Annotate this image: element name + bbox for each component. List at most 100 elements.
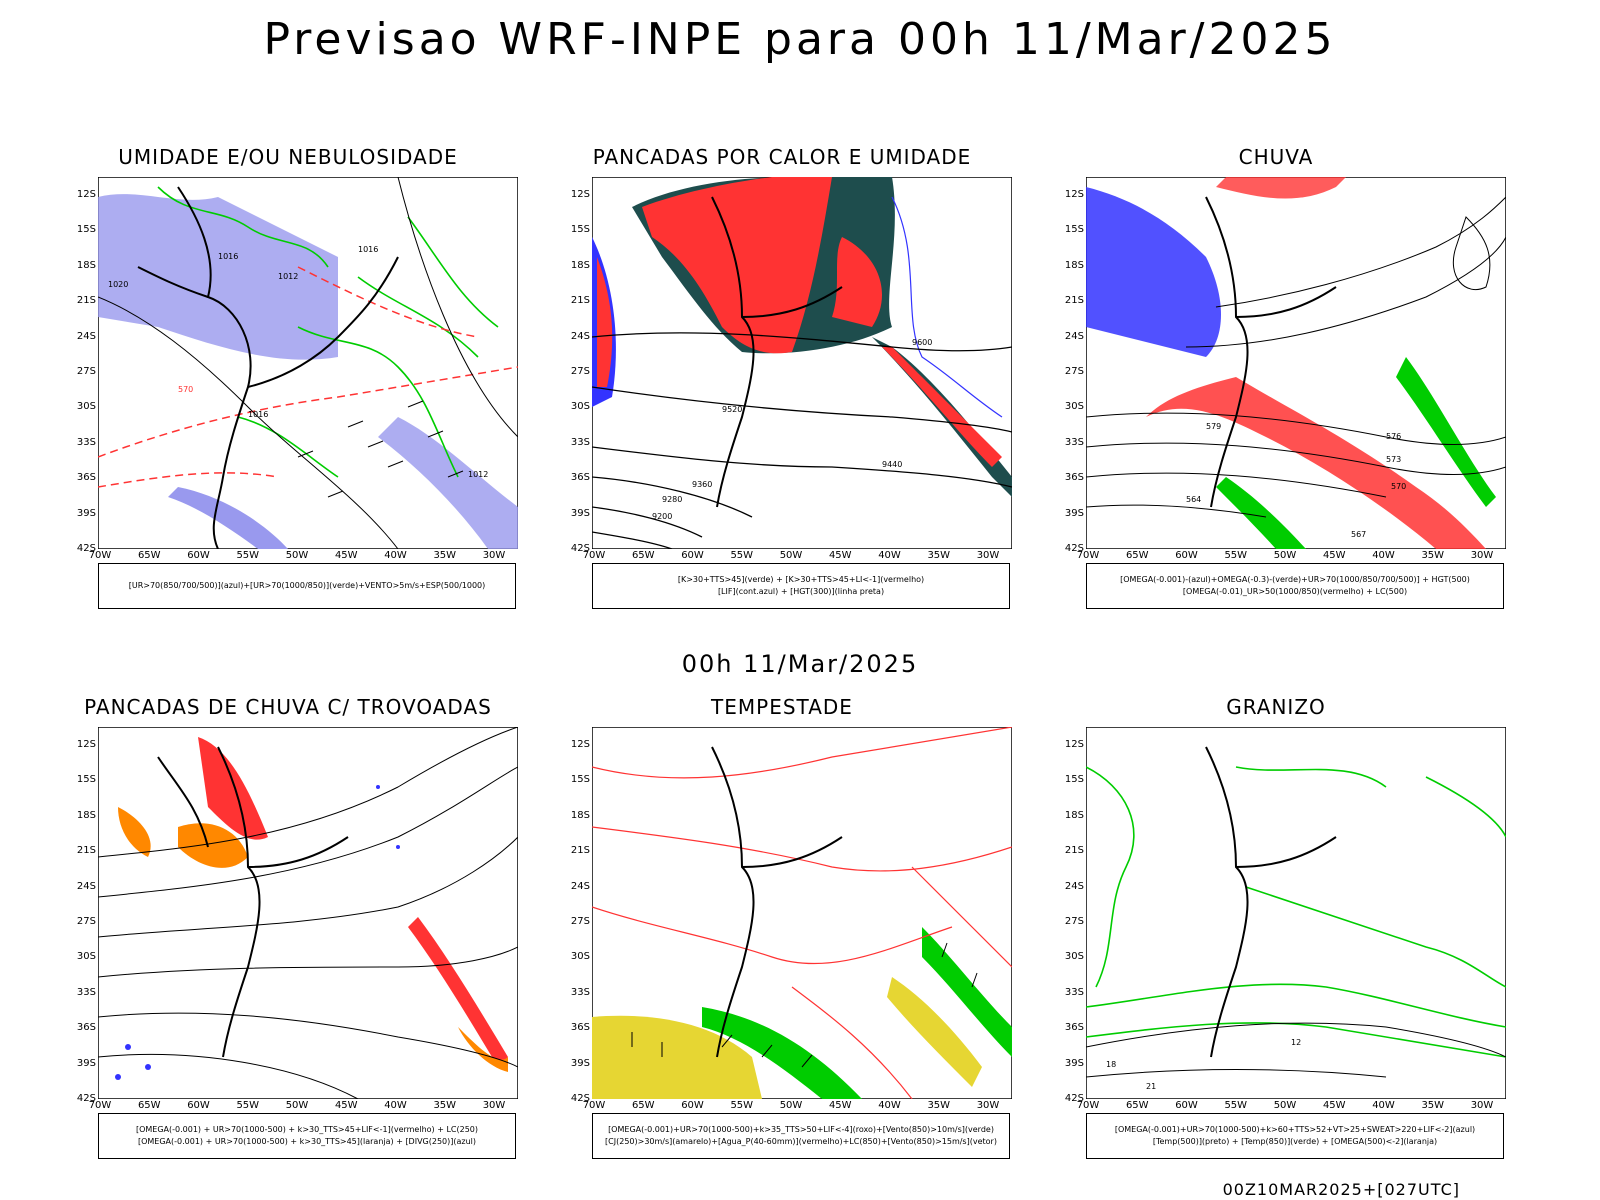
contour-label: 1020 [108,280,128,289]
latitude-label: 24S [76,330,96,342]
panel-title: PANCADAS DE CHUVA C/ TROVOADAS [84,695,492,719]
panel-title: UMIDADE E/OU NEBULOSIDADE [118,145,458,169]
legend-line-1: [OMEGA(-0.001)-(azul)+OMEGA(-0.3)-(verde… [1120,575,1470,584]
panel-storm: TEMPESTADE [OMEGA(-0.001)+UR [562,695,1012,1175]
legend-line-1: [OMEGA(-0.001)+UR>70(1000-500)+k>35_TTS>… [608,1125,994,1134]
panel-legend: [OMEGA(-0.001)-(azul)+OMEGA(-0.3)-(verde… [1086,563,1504,609]
latitude-label: 33S [1064,986,1084,998]
latitude-label: 12S [76,739,96,750]
latitude-label: 15S [76,774,96,786]
rain-map-icon: 579 576 573 570 567 564 [1086,177,1506,549]
longitude-label: 70W [88,550,112,561]
thunderstorm-map-icon [98,727,518,1099]
latitude-label: 21S [76,295,96,307]
contour-label: 9600 [912,338,932,347]
latitude-label: 12S [570,189,590,200]
page-title: Previsao WRF-INPE para 00h 11/Mar/2025 [263,14,1337,65]
longitude-label: 65W [631,1100,655,1111]
longitude-label: 30W [1470,1100,1494,1111]
longitude-label: 45W [334,550,358,561]
legend-line-2: [CJ(250)>30m/s](amarelo)+[Agua_P(40-60mm… [605,1137,997,1146]
latitude-label: 18S [76,809,96,821]
legend-line-2: [OMEGA(-0.01)_UR>50(1000/850)(vermelho) … [1182,587,1408,596]
longitude-label: 45W [828,550,852,561]
longitude-label: 30W [482,550,506,561]
longitude-label: 60W [1175,1100,1198,1111]
latitude-label: 39S [570,1057,590,1069]
longitude-label: 65W [137,1100,161,1111]
latitude-label: 12S [76,189,96,200]
latitude-label: 27S [570,916,590,927]
latitude-label: 33S [570,986,590,998]
latitude-label: 27S [1064,366,1084,377]
latitude-label: 33S [570,436,590,448]
contour-label: 1016 [358,245,378,254]
longitude-label: 40W [878,1100,901,1111]
longitude-label: 50W [779,550,803,561]
longitude-label: 40W [878,550,901,561]
contour-label: 576 [1386,432,1401,441]
panel-legend: [OMEGA(-0.001) + UR>70(1000-500) + k>30_… [98,1113,516,1159]
latitude-label: 42S [1064,543,1084,554]
longitude-label: 50W [285,550,309,561]
latitude-label: 39S [76,507,96,519]
longitude-label: 35W [1421,1100,1445,1111]
panel-title: TEMPESTADE [711,695,853,719]
latitude-label: 15S [570,774,590,786]
latitude-label: 42S [76,1093,96,1104]
latitude-label: 15S [76,224,96,236]
contour-label: 573 [1386,455,1401,464]
latitude-label: 36S [570,1022,590,1034]
hail-map-icon: 12 18 21 [1086,727,1506,1099]
longitude-label: 55W [730,550,754,561]
heat-showers-map-icon: 9600 9520 9440 9360 9280 9200 [592,177,1012,549]
panel-rain: CHUVA 579 576 [1056,145,1506,625]
contour-label: 579 [1206,422,1221,431]
longitude-label: 70W [1076,550,1100,561]
longitude-label: 40W [1372,550,1395,561]
latitude-label: 27S [76,366,96,377]
latitude-label: 12S [1064,189,1084,200]
latitude-label: 24S [1064,330,1084,342]
contour-label: 9520 [722,405,742,414]
contour-label: 9280 [662,495,682,504]
latitude-label: 12S [1064,739,1084,750]
panel-legend: [OMEGA(-0.001)+UR>70(1000-500)+k>60+TTS>… [1086,1113,1504,1159]
contour-label: 1016 [248,410,268,419]
latitude-label: 30S [1064,401,1084,413]
latitude-label: 24S [76,880,96,892]
latitude-label: 18S [570,259,590,271]
latitude-label: 39S [570,507,590,519]
longitude-label: 65W [137,550,161,561]
panel-hail: GRANIZO 12 18 21 [1056,695,1506,1175]
longitude-label: 70W [582,550,606,561]
longitude-label: 30W [976,550,1000,561]
latitude-label: 33S [76,986,96,998]
longitude-label: 45W [828,1100,852,1111]
latitude-label: 30S [570,401,590,413]
humidity-map-icon: 1016 1012 1020 570 1016 1016 1012 [98,177,518,549]
longitude-label: 40W [384,1100,407,1111]
longitude-label: 50W [1273,550,1297,561]
longitude-label: 60W [187,1100,210,1111]
latitude-label: 24S [570,330,590,342]
panel-thunderstorm: PANCADAS DE CHUVA C/ TROVOADAS [68,695,518,1175]
contour-label: 570 [1391,482,1406,491]
latitude-label: 36S [76,472,96,484]
longitude-label: 30W [1470,550,1494,561]
latitude-label: 39S [1064,507,1084,519]
latitude-label: 42S [570,1093,590,1104]
longitude-label: 60W [681,1100,704,1111]
longitude-label: 35W [927,1100,951,1111]
panel-heat-showers: PANCADAS POR CALOR E UMIDADE [562,145,1012,625]
contour-label: 1012 [278,272,298,281]
longitude-label: 70W [582,1100,606,1111]
bottom-row-timestamp: 00h 11/Mar/2025 [681,650,919,678]
longitude-label: 55W [1224,1100,1248,1111]
legend-line-1: [UR>70(850/700/500)](azul)+[UR>70(1000/8… [128,581,486,590]
latitude-label: 30S [570,951,590,963]
longitude-label: 45W [334,1100,358,1111]
longitude-label: 60W [681,550,704,561]
latitude-label: 36S [1064,1022,1084,1034]
latitude-label: 42S [1064,1093,1084,1104]
